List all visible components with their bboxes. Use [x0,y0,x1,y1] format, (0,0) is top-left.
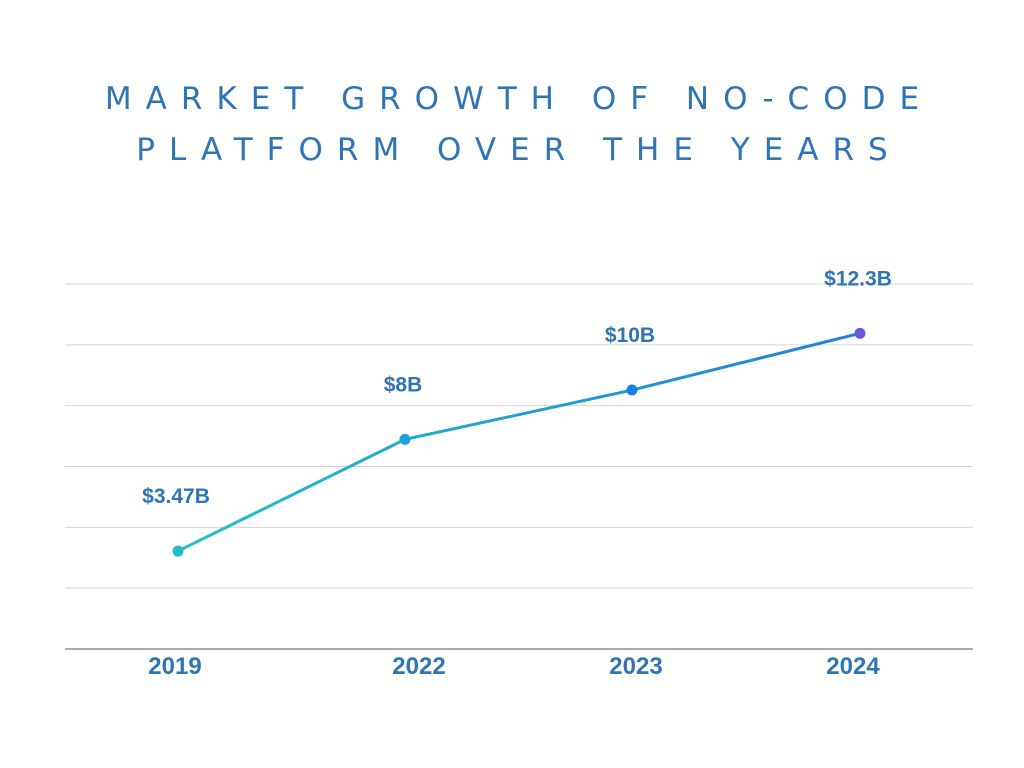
data-points [172,327,866,557]
chart-title-line-1: MARKET GROWTH OF NO-CODE [104,81,934,117]
data-label-2024: $12.3B [824,267,892,290]
data-point-2022 [399,433,411,445]
chart-title-line-2: PLATFORM OVER THE YEARS [136,132,902,168]
series [176,331,862,553]
x-tick-2023: 2023 [609,653,662,680]
x-tick-2019: 2019 [148,653,201,680]
data-point-2024 [854,327,866,339]
chart-title: MARKET GROWTH OF NO-CODE PLATFORM OVER T… [0,74,1024,176]
x-tick-2024: 2024 [826,653,880,680]
data-label-2019: $3.47B [142,485,210,508]
x-tick-2022: 2022 [392,653,445,680]
data-point-2019 [172,545,184,557]
data-labels: $3.47B $8B $10B $12.3B [142,267,892,508]
data-label-2022: $8B [384,373,423,396]
x-axis: 2019 2022 2023 2024 [148,653,880,680]
data-point-2023 [626,384,638,396]
data-label-2023: $10B [605,324,655,347]
series-line [176,331,862,553]
gridlines [65,283,973,650]
